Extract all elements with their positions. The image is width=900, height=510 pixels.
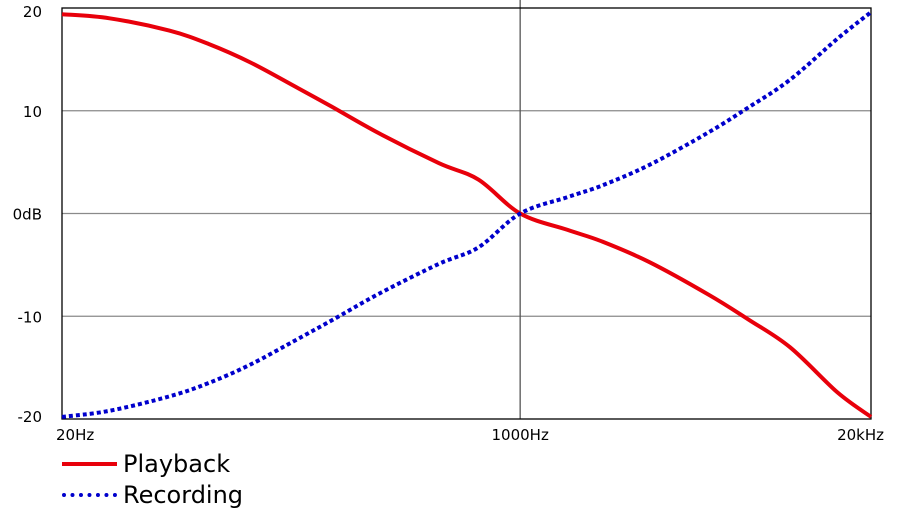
legend-label-recording: Recording <box>123 480 244 509</box>
series-line-playback <box>61 12 873 419</box>
x-tick-label: 20Hz <box>56 426 94 444</box>
legend-label-playback: Playback <box>123 449 231 478</box>
series-lines <box>61 10 873 419</box>
y-tick-label: 0dB <box>13 206 42 224</box>
y-tick-label: -10 <box>18 308 43 326</box>
x-axis-ticks: 20Hz 1000Hz 20kHz <box>56 426 884 444</box>
eq-curve-chart: 20 10 0dB -10 -20 20Hz 1000Hz 20kHz <box>13 0 884 444</box>
y-tick-label: -20 <box>18 408 43 426</box>
legend-swatch-recording <box>62 492 117 497</box>
plot-border <box>61 7 872 420</box>
legend-item-recording: Recording <box>62 479 243 510</box>
plot-frame <box>61 7 872 420</box>
legend-swatch-playback <box>62 461 117 466</box>
x-tick-label: 20kHz <box>837 426 884 444</box>
y-tick-label: 20 <box>23 3 42 21</box>
x-tick-label: 1000Hz <box>491 426 548 444</box>
y-tick-label: 10 <box>23 103 42 121</box>
y-axis-ticks: 20 10 0dB -10 -20 <box>13 3 42 426</box>
series-line-recording <box>61 10 873 419</box>
legend: Playback Recording <box>62 448 243 510</box>
legend-item-playback: Playback <box>62 448 243 479</box>
grid-lines <box>62 0 871 419</box>
